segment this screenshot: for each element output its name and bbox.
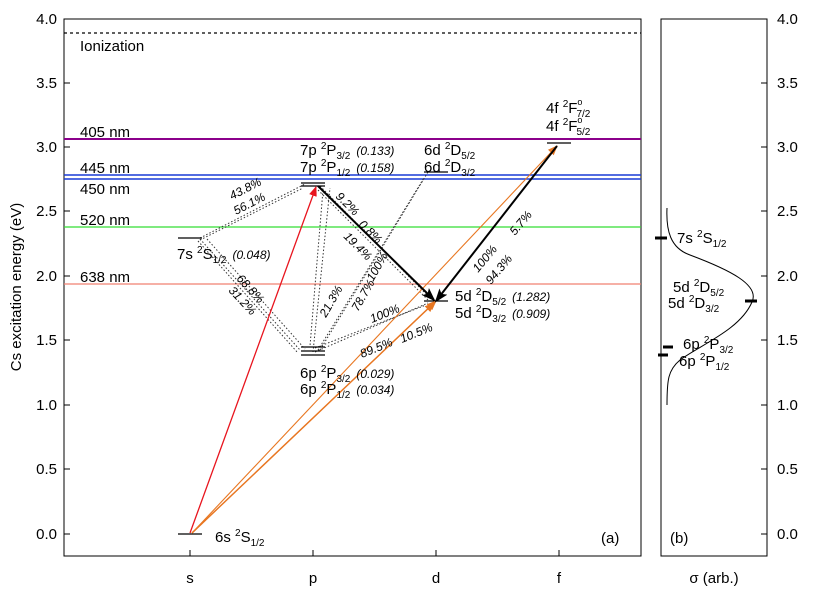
ytick-r-7: 3.5 (761, 75, 798, 92)
laser-label-520: 520 nm (80, 212, 130, 229)
label-6p32: 6p 2P3/2 (0.029) (300, 364, 394, 385)
ytick-r-4: 2.0 (761, 268, 798, 285)
ytick-r-5: 2.5 (761, 203, 798, 220)
pb-label-6p32: 6p 2P3/2 (683, 335, 734, 356)
ytick-8: 4.0 (36, 11, 70, 28)
ytick-r-8: 4.0 (761, 11, 798, 28)
laser-lines: 405 nm 445 nm 450 nm 520 nm 638 nm (64, 124, 641, 286)
ytick-label: 3.0 (777, 139, 798, 156)
ytick-label: 3.0 (36, 139, 57, 156)
ytick-1: 0.5 (36, 461, 70, 478)
ytick-label: 0.5 (777, 461, 798, 478)
ytick-label: 2.5 (777, 203, 798, 220)
ytick-label: 0.0 (36, 526, 57, 543)
ytick-3: 1.5 (36, 332, 70, 349)
ytick-label: 0.0 (777, 526, 798, 543)
label-6d32: 6d 2D3/2 (424, 158, 476, 179)
label-4f72: 4f 2Fo 7/2 (546, 97, 591, 120)
ytick-label: 0.5 (36, 461, 57, 478)
xtick-f: f (557, 550, 562, 587)
panel-b-frame (660, 18, 768, 557)
ytick-label: 4.0 (777, 11, 798, 28)
xtick-d: d (432, 550, 440, 587)
y-axis-label: Cs excitation energy (eV) (8, 203, 25, 371)
ytick-2: 1.0 (36, 397, 70, 414)
label-5d32: 5d 2D3/2 (0.909) (455, 304, 550, 325)
xtick-label: p (309, 570, 317, 587)
panel-b-xlabel: σ (arb.) (689, 570, 738, 587)
label-4f52: 4f 2Fo 5/2 (546, 115, 591, 138)
ytick-label: 1.0 (777, 397, 798, 414)
ytick-r-6: 3.0 (761, 139, 798, 156)
ytick-label: 3.5 (36, 75, 57, 92)
ytick-7: 3.5 (36, 75, 70, 92)
x-ticks: s p d f (186, 550, 562, 587)
pb-label-5d52: 5d 2D5/2 (673, 278, 725, 299)
laser-label-450: 450 nm (80, 181, 130, 198)
panel-a-frame (63, 18, 642, 557)
pct-p6-21: 21.3% (316, 283, 346, 321)
y-ticks-right: 0.0 0.5 1.0 1.5 2.0 2.5 3.0 3.5 4.0 (761, 11, 798, 543)
laser-label-405: 405 nm (80, 124, 130, 141)
level-labels: 6s 2S1/2 7s 2S1/2 (0.048) 6p 2P3/2 (0.029)… (177, 97, 591, 549)
panel-a-tag: (a) (601, 530, 619, 547)
arrow-6s-5d-b (191, 300, 437, 534)
pb-label-6p12: 6p 2P1/2 (679, 352, 730, 373)
ytick-label: 4.0 (36, 11, 57, 28)
ytick-6: 3.0 (36, 139, 70, 156)
ytick-label: 2.0 (777, 268, 798, 285)
xtick-label: s (186, 570, 194, 587)
label-6s: 6s 2S1/2 (215, 528, 265, 549)
xtick-label: f (557, 570, 562, 587)
xtick-s: s (186, 550, 194, 587)
ytick-label: 2.5 (36, 203, 57, 220)
label-6d52: 6d 2D5/2 (424, 141, 476, 162)
ytick-r-1: 0.5 (761, 461, 798, 478)
arrow-7p-5d (317, 185, 436, 302)
label-6p12: 6p 2P1/2 (0.034) (300, 380, 394, 401)
ytick-0: 0.0 (36, 526, 70, 543)
panel-b-tag: (b) (670, 530, 688, 547)
label-5d52: 5d 2D5/2 (1.282) (455, 287, 550, 308)
ytick-4: 2.0 (36, 268, 70, 285)
y-ticks-left: 0.0 0.5 1.0 1.5 2.0 2.5 3.0 3.5 4.0 (36, 11, 70, 543)
pb-label-7s: 7s 2S1/2 (677, 229, 727, 250)
ytick-label: 1.5 (36, 332, 57, 349)
xtick-label: d (432, 570, 440, 587)
ionization-label: Ionization (80, 38, 144, 55)
ytick-5: 2.5 (36, 203, 70, 220)
ytick-label: 1.5 (777, 332, 798, 349)
laser-label-445: 445 nm (80, 160, 130, 177)
label-7p32: 7p 2P3/2 (0.133) (300, 141, 394, 162)
panel-b-labels: 7s 2S1/2 5d 2D5/2 5d 2D3/2 6p 2P3/2 6p 2… (668, 229, 734, 373)
ytick-label: 1.0 (36, 397, 57, 414)
ytick-r-0: 0.0 (761, 526, 798, 543)
panel-b-markers (655, 236, 757, 357)
pct-f-d5-57: 5.7% (507, 208, 536, 238)
pct-d5-p6-100: 100% (368, 301, 402, 326)
label-7s: 7s 2S1/2 (0.048) (177, 245, 271, 266)
pct-d5-p6-105: 10.5% (398, 320, 435, 346)
ytick-label: 3.5 (777, 75, 798, 92)
ytick-label: 2.0 (36, 268, 57, 285)
label-7p12: 7p 2P1/2 (0.158) (300, 158, 394, 179)
pb-label-5d32: 5d 2D3/2 (668, 294, 720, 315)
ytick-r-2: 1.0 (761, 397, 798, 414)
xtick-p: p (309, 550, 317, 587)
arrow-4f-5d (434, 145, 558, 303)
ytick-r-3: 1.5 (761, 332, 798, 349)
arrow-6s-4f (191, 145, 558, 534)
arrow-6s-7p (189, 186, 317, 534)
laser-label-638: 638 nm (80, 269, 130, 286)
